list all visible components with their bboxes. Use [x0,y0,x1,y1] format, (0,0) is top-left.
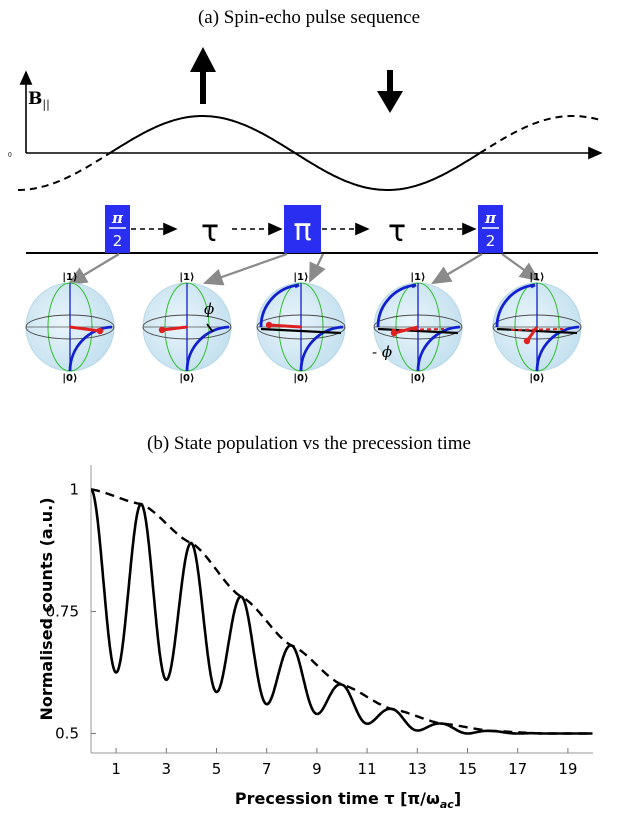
bloch-sphere-2: |1⟩ |0⟩ ϕ [142,272,232,384]
ket-zero-label: |0⟩ [410,373,425,384]
tau-label-1: τ [201,214,219,249]
plot-area-frame [91,465,593,753]
pointer-arrow-5 [501,253,540,282]
svg-text:π: π [111,209,124,227]
pulse-pi-half-2: π 2 [478,205,503,253]
phase-annotation: - ϕ [372,343,392,361]
svg-text:2: 2 [113,232,123,250]
series-oscillation [91,488,593,735]
y-tick-label: 1 [69,480,79,498]
x-tick-label: 11 [358,760,377,778]
ket-one-label: |1⟩ [179,272,194,283]
ket-one-label: |1⟩ [62,272,77,283]
series-envelope [91,488,593,735]
ket-one-label: |1⟩ [410,272,425,283]
pointer-arrow-3 [309,253,326,283]
x-tick-label: 15 [458,760,477,778]
svg-text:π: π [484,209,497,227]
x-tick-label: 17 [508,760,527,778]
ket-zero-label: |0⟩ [293,373,308,384]
pulse-sequence-diagram: B|| 0 π 2 π π 2 τ τ [8,47,603,384]
pulse-pi-half-1: π 2 [105,205,130,253]
svg-text:2: 2 [486,232,496,250]
svg-text:π: π [293,213,311,248]
field-wave-dashed-right [479,115,601,154]
field-wave-solid [109,115,481,191]
pointer-arrow-1 [67,253,120,286]
y-tick-label: 0.5 [55,724,79,742]
field-down-arrow-icon [377,70,403,113]
bloch-sphere-1: |1⟩ |0⟩ [25,272,115,384]
y-axis-label: Normalised counts (a.u.) [37,497,56,720]
ket-zero-label: |0⟩ [62,373,77,384]
panel-a-caption: (a) Spin-echo pulse sequence [197,7,421,28]
pointer-arrow-4 [431,253,483,285]
y-tick-label: 0.75 [46,602,79,620]
ket-one-label: |1⟩ [529,272,544,283]
bloch-sphere-4: |1⟩ |0⟩ - ϕ [372,272,463,384]
x-tick-label: 3 [162,760,172,778]
x-tick-label: 1 [111,760,121,778]
panel-b-caption: (b) State population vs the precession t… [147,433,471,454]
tau-label-2: τ [388,214,406,249]
pulse-pi: π [284,205,321,253]
ket-zero-label: |0⟩ [179,373,194,384]
x-tick-label: 5 [212,760,222,778]
ket-one-label: |1⟩ [293,272,308,283]
phase-annotation: ϕ [204,300,214,318]
x-axis-label: Precession time τ [π/ωac] [235,789,461,811]
bloch-sphere-3: |1⟩ |0⟩ [256,272,346,384]
x-tick-label: 9 [312,760,322,778]
field-up-arrow-icon [190,47,216,104]
x-tick-label: 7 [262,760,272,778]
b-axis-label: B|| [28,89,50,112]
x-tick-label: 13 [408,760,427,778]
bloch-sphere-5: |1⟩ |0⟩ [492,272,582,384]
origin-label: 0 [8,152,12,159]
x-tick-label: 19 [558,760,577,778]
field-wave-dashed-left [18,152,111,191]
ket-zero-label: |0⟩ [529,373,544,384]
pointer-arrow-2 [202,252,288,286]
